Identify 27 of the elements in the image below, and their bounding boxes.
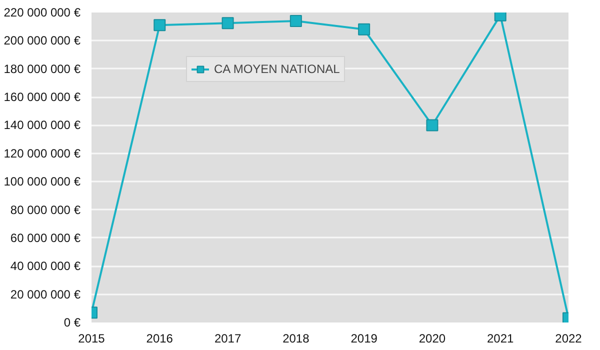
legend-label: CA MOYEN NATIONAL <box>214 62 340 76</box>
y-tick-label: 180 000 000 € <box>4 62 81 76</box>
x-tick-label: 2019 <box>350 332 378 346</box>
point <box>222 17 234 30</box>
y-tick-label: 80 000 000 € <box>10 202 81 217</box>
y-tick-label: 20 000 000 € <box>10 287 81 302</box>
x-tick-label: 2016 <box>146 332 174 346</box>
line-series <box>92 12 568 322</box>
y-tick-label: 200 000 000 € <box>4 34 81 48</box>
x-tick-label: 2017 <box>214 332 242 346</box>
x-tick-label: 2015 <box>78 332 106 346</box>
point <box>290 14 302 27</box>
x-tick-label: 2020 <box>418 332 446 346</box>
y-tick-label: 120 000 000 € <box>4 146 81 160</box>
y-tick-label: 40 000 000 € <box>10 259 81 274</box>
x-tick-label: 2021 <box>487 332 514 346</box>
y-tick-label: 160 000 000 € <box>4 90 81 104</box>
y-tick-label: 100 000 000 € <box>4 174 81 189</box>
point <box>426 119 438 132</box>
point <box>154 19 166 32</box>
point <box>358 23 370 36</box>
y-tick-label: 60 000 000 € <box>10 230 81 245</box>
y-tick-label: 140 000 000 € <box>4 118 81 132</box>
x-tick-label: 2022 <box>555 332 582 346</box>
y-tick-label: 0 € <box>64 316 81 330</box>
x-tick-label: 2018 <box>282 332 310 346</box>
y-tick-label: 220 000 000 € <box>4 6 81 20</box>
